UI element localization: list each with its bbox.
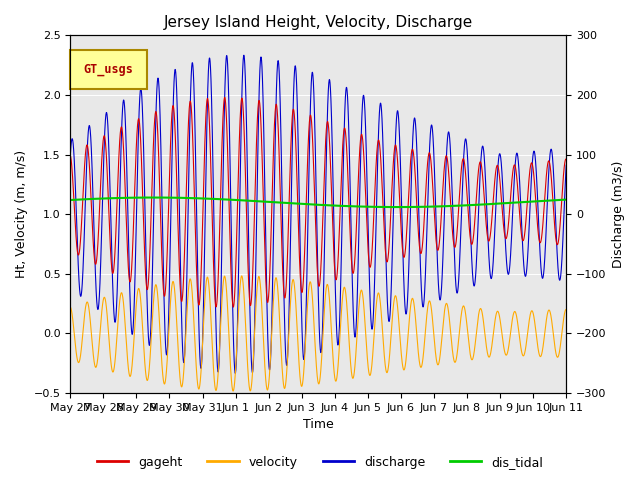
velocity (67, 304, 74, 310)
dis_tidal (436, 204, 444, 209)
dis_tidal (563, 197, 570, 203)
velocity (364, 361, 372, 367)
gageht (67, 152, 74, 158)
discharge (157, 123, 164, 129)
gageht (474, 170, 482, 176)
gageht (221, 95, 228, 100)
dis_tidal (157, 195, 164, 201)
gageht (256, 103, 264, 109)
gageht (563, 156, 570, 162)
Line: dis_tidal: dis_tidal (70, 198, 566, 207)
discharge (364, 216, 372, 222)
Line: discharge: discharge (70, 55, 566, 373)
Title: Jersey Island Height, Velocity, Discharge: Jersey Island Height, Velocity, Discharg… (164, 15, 473, 30)
velocity (563, 307, 570, 312)
velocity (474, 314, 482, 320)
gageht (364, 244, 372, 250)
Legend: gageht, velocity, discharge, dis_tidal: gageht, velocity, discharge, dis_tidal (92, 451, 548, 474)
dis_tidal (394, 204, 401, 210)
Line: gageht: gageht (70, 97, 566, 307)
Text: GT_usgs: GT_usgs (84, 63, 133, 76)
discharge (232, 371, 239, 376)
dis_tidal (364, 204, 372, 210)
dis_tidal (150, 195, 157, 201)
dis_tidal (67, 197, 74, 203)
dis_tidal (256, 198, 264, 204)
discharge (256, 65, 264, 71)
gageht (389, 165, 397, 171)
X-axis label: Time: Time (303, 419, 333, 432)
Line: velocity: velocity (70, 276, 566, 391)
velocity (238, 273, 246, 279)
discharge (240, 52, 248, 58)
velocity (389, 307, 397, 313)
FancyBboxPatch shape (70, 49, 147, 89)
gageht (229, 304, 237, 310)
velocity (229, 388, 237, 394)
discharge (563, 162, 570, 168)
Y-axis label: Ht, Velocity (m, m/s): Ht, Velocity (m, m/s) (15, 150, 28, 278)
discharge (474, 217, 482, 223)
dis_tidal (474, 202, 482, 208)
gageht (436, 225, 444, 231)
discharge (436, 296, 444, 302)
discharge (389, 224, 397, 230)
velocity (256, 278, 264, 284)
dis_tidal (389, 204, 397, 210)
gageht (157, 207, 164, 213)
discharge (67, 153, 74, 158)
Y-axis label: Discharge (m3/s): Discharge (m3/s) (612, 160, 625, 268)
velocity (157, 335, 164, 341)
velocity (436, 349, 444, 355)
